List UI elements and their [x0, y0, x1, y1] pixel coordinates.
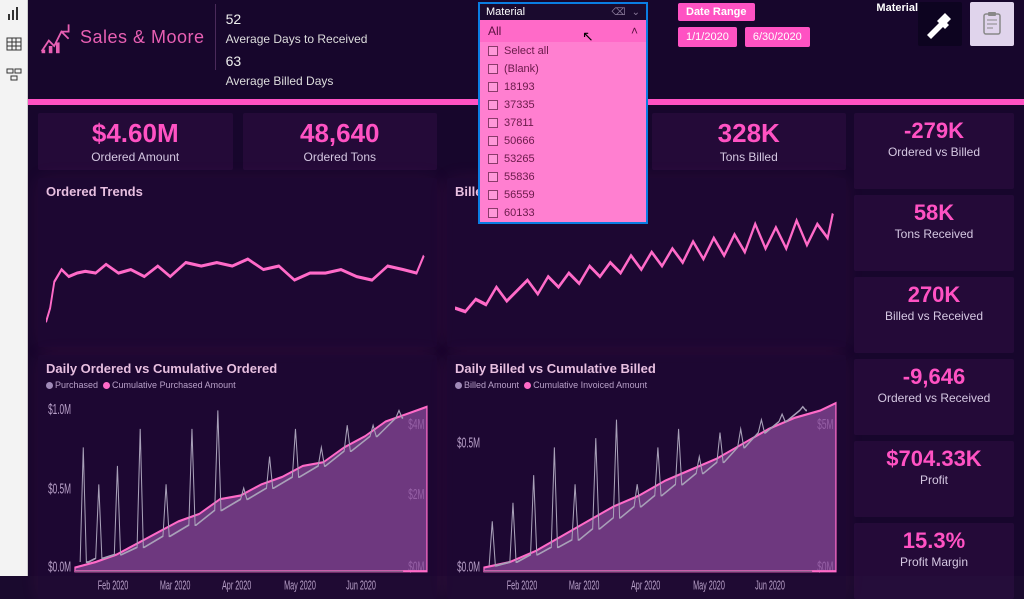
checkbox-icon[interactable] [488, 82, 498, 92]
slicer-item[interactable]: (Blank) [480, 60, 646, 78]
checkbox-icon[interactable] [488, 208, 498, 218]
kpi-ordered-amount: $4.60MOrdered Amount [38, 113, 233, 170]
material-icons [918, 2, 1014, 46]
clipboard-tile[interactable] [970, 2, 1014, 46]
model-icon[interactable] [6, 66, 22, 82]
legend: Billed Amount Cumulative Invoiced Amount [455, 380, 838, 390]
chart-title: Daily Ordered vs Cumulative Ordered [46, 361, 429, 376]
date-range-title: Date Range [678, 3, 755, 21]
checkbox-icon[interactable] [488, 118, 498, 128]
slicer-item[interactable]: 53265 [480, 150, 646, 168]
svg-text:Mar 2020: Mar 2020 [569, 580, 600, 594]
eraser-icon[interactable]: ⌫ [611, 7, 625, 18]
svg-text:Mar 2020: Mar 2020 [160, 580, 191, 594]
svg-text:May 2020: May 2020 [693, 580, 725, 594]
svg-text:$0.5M: $0.5M [48, 480, 71, 497]
svg-text:$1.0M: $1.0M [48, 400, 71, 417]
kpi-billed-vs-received: 270KBilled vs Received [854, 277, 1014, 353]
svg-text:Jun 2020: Jun 2020 [346, 580, 376, 594]
svg-text:Feb 2020: Feb 2020 [507, 580, 538, 594]
clipboard-icon [978, 10, 1006, 38]
slicer-item[interactable]: 56559 [480, 186, 646, 204]
chevron-up-icon: ˄ [631, 24, 638, 38]
svg-text:$0.0M: $0.0M [48, 558, 71, 575]
brand-logo-icon [38, 19, 74, 55]
chart-title: Ordered Trends [46, 184, 429, 199]
daily-ordered-chart: $1.0M $0.5M $0.0M $4M $2M $0M Feb 2020Ma… [46, 392, 429, 595]
checkbox-icon[interactable] [488, 100, 498, 110]
kpi-ordered-vs-billed: -279KOrdered vs Billed [854, 113, 1014, 189]
header-facts: 52 Average Days to Received 63 Average B… [226, 4, 368, 91]
checkbox-icon[interactable] [488, 64, 498, 74]
checkbox-icon[interactable] [488, 46, 498, 56]
svg-text:$0.5M: $0.5M [457, 434, 480, 451]
chart-icon[interactable] [6, 6, 22, 22]
checkbox-icon[interactable] [488, 172, 498, 182]
svg-text:Feb 2020: Feb 2020 [98, 580, 129, 594]
slicer-item[interactable]: 37811 [480, 114, 646, 132]
svg-text:May 2020: May 2020 [284, 580, 316, 594]
material-label: Material [876, 2, 918, 14]
slicer-item[interactable]: 50666 [480, 132, 646, 150]
kpi-ordered-vs-received: -9,646Ordered vs Received [854, 359, 1014, 435]
kpi-tons-billed: 328KTons Billed [652, 113, 847, 170]
slicer-item[interactable]: 55836 [480, 168, 646, 186]
slicer-header: Material ⌫ ⌄ [480, 4, 646, 20]
daily-billed-chart: $0.5M $0.0M $5M $0M Feb 2020Mar 2020Apr … [455, 392, 838, 595]
date-to[interactable]: 6/30/2020 [745, 27, 810, 47]
daily-billed-card[interactable]: Daily Billed vs Cumulative Billed Billed… [447, 355, 846, 599]
slicer-item[interactable]: 18193 [480, 78, 646, 96]
date-from[interactable]: 1/1/2020 [678, 27, 737, 47]
material-slicer[interactable]: Material ⌫ ⌄ All ˄ Select all(Blank)1819… [478, 2, 648, 224]
svg-text:Apr 2020: Apr 2020 [631, 580, 660, 594]
table-icon[interactable] [6, 36, 22, 52]
slicer-list[interactable]: Select all(Blank)18193373353781150666532… [480, 42, 646, 222]
kpi-ordered-tons: 48,640Ordered Tons [243, 113, 438, 170]
chart-title: Daily Billed vs Cumulative Billed [455, 361, 838, 376]
svg-text:Apr 2020: Apr 2020 [222, 580, 251, 594]
checkbox-icon[interactable] [488, 190, 498, 200]
checkbox-icon[interactable] [488, 136, 498, 146]
brand-name: Sales & Moore [80, 27, 205, 48]
brand: Sales & Moore [38, 4, 216, 70]
report-canvas: Sales & Moore 52 Average Days to Receive… [28, 0, 1024, 576]
slicer-item[interactable]: 37335 [480, 96, 646, 114]
chevron-down-icon[interactable]: ⌄ [632, 7, 640, 18]
right-kpi-col: -279KOrdered vs Billed 58KTons Received … [854, 113, 1014, 599]
legend: Purchased Cumulative Purchased Amount [46, 380, 429, 390]
kpi-profit: $704.33KProfit [854, 441, 1014, 517]
svg-text:$0.0M: $0.0M [457, 558, 480, 575]
date-range: Date Range 1/1/2020 6/30/2020 [678, 2, 810, 47]
hammer-icon [925, 9, 955, 39]
nav-rail [0, 0, 28, 576]
kpi-row: $4.60MOrdered Amount 48,640Ordered Tons … [38, 113, 846, 170]
svg-text:Jun 2020: Jun 2020 [755, 580, 785, 594]
slicer-item[interactable]: 60133 [480, 204, 646, 222]
checkbox-icon[interactable] [488, 154, 498, 164]
hammer-tile[interactable] [918, 2, 962, 46]
slicer-item[interactable]: Select all [480, 42, 646, 60]
kpi-profit-margin: 15.3%Profit Margin [854, 523, 1014, 599]
daily-ordered-card[interactable]: Daily Ordered vs Cumulative Ordered Purc… [38, 355, 437, 599]
ordered-trends-chart [46, 203, 429, 343]
ordered-trends-card[interactable]: Ordered Trends [38, 178, 437, 347]
kpi-tons-received: 58KTons Received [854, 195, 1014, 271]
slicer-selected[interactable]: All ˄ [480, 20, 646, 42]
